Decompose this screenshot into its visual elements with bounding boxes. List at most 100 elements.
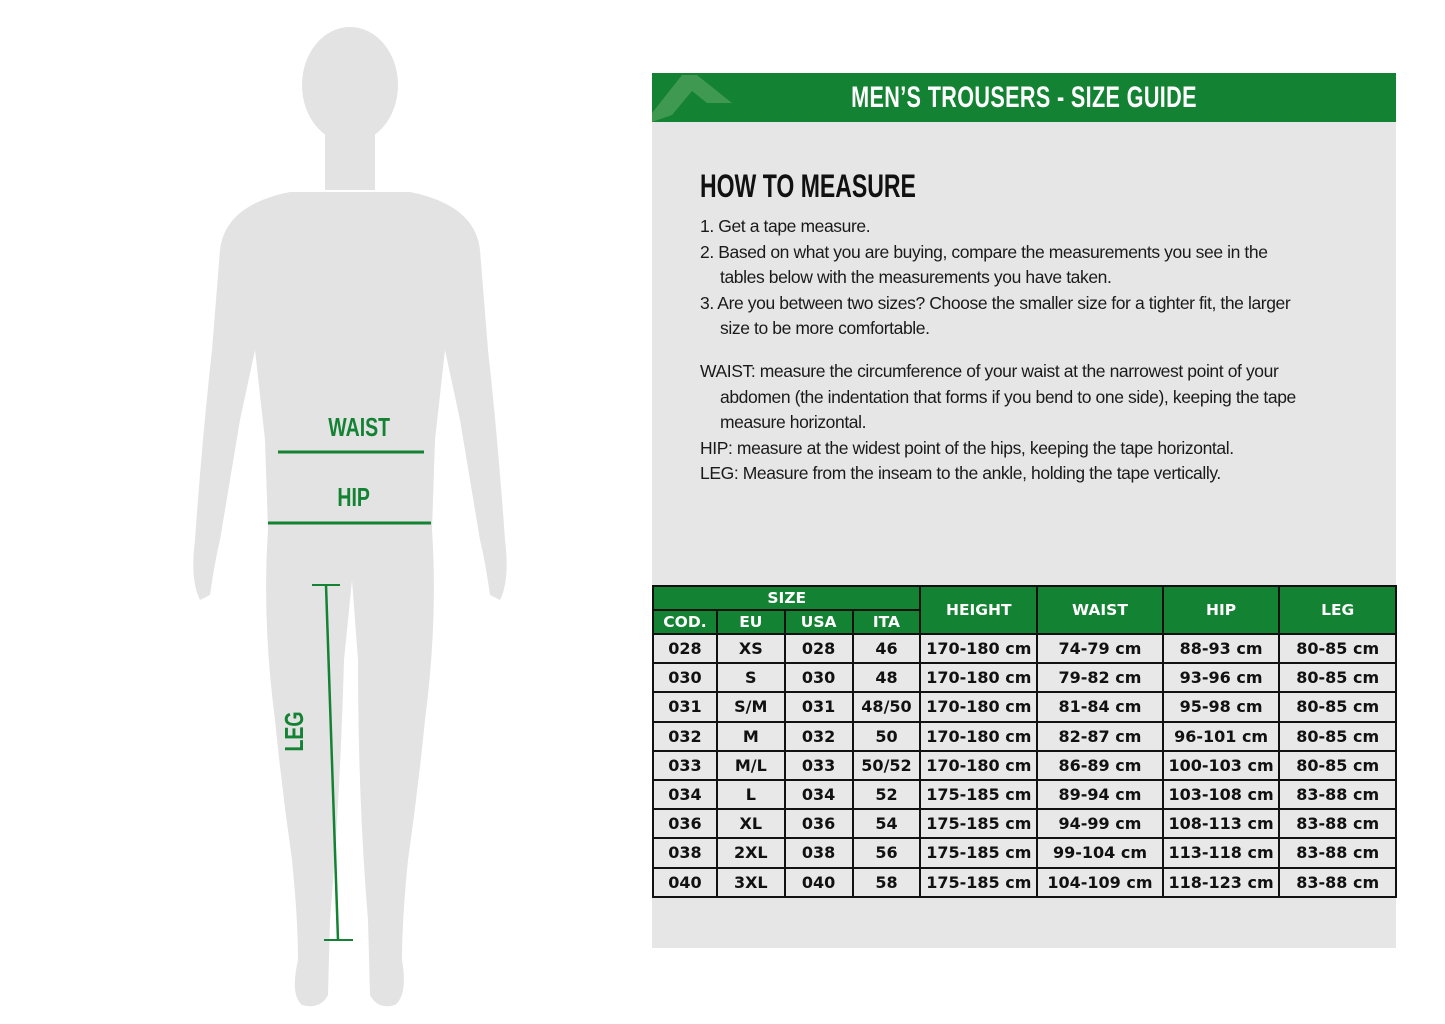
waist-definition: WAIST: measure the circumference of your… <box>700 361 1279 381</box>
table-cell: 170-180 cm <box>919 691 1039 723</box>
table-cell: 80-85 cm <box>1278 691 1397 723</box>
brand-logo-icon <box>652 75 732 122</box>
table-cell: 170-180 cm <box>919 749 1039 781</box>
measure-definitions: WAIST: measure the circumference of your… <box>700 359 1380 487</box>
header-banner: MEN’S TROUSERS - SIZE GUIDE <box>652 73 1396 122</box>
table-row: 032 M 032 50 170-180 cm 82-87 cm 96-101 cm 80-8… <box>652 720 1397 752</box>
table-cell: 86-89 cm <box>1036 749 1164 781</box>
table-cell: 83-88 cm <box>1278 837 1397 869</box>
hip-definition: HIP: measure at the widest point of the … <box>700 437 1234 458</box>
table-cell: 118-123 cm <box>1161 866 1281 898</box>
table-cell: 99-104 cm <box>1036 837 1164 869</box>
table-cell: XL <box>715 808 786 840</box>
table-cell: 175-185 cm <box>919 866 1039 898</box>
table-cell: 103-108 cm <box>1161 778 1281 811</box>
table-cell: 48/50 <box>851 691 922 723</box>
waist-label: WAIST <box>328 412 391 442</box>
table-row: 028 XS 028 46 170-180 cm 74-79 cm 88-93 cm 80-8… <box>652 632 1397 665</box>
table-cell: 96-101 cm <box>1161 720 1281 752</box>
table-cell: 032 <box>783 720 854 752</box>
table-cell: 033 <box>783 749 854 781</box>
table-row: 040 3XL 040 58 175-185 cm 104-109 cm 118-123 c… <box>652 866 1397 898</box>
table-cell: 83-88 cm <box>1278 808 1397 840</box>
table-row: 038 2XL 038 56 175-185 cm 99-104 cm 113-118 cm… <box>652 837 1397 869</box>
size-table: SIZE HEIGHT WAIST HIP LEG COD. EU USA IT… <box>651 585 1397 898</box>
table-row: 030 S 030 48 170-180 cm 79-82 cm 93-96 cm 80-85… <box>652 662 1397 694</box>
table-cell: 81-84 cm <box>1036 691 1164 723</box>
table-row: 034 L 034 52 175-185 cm 89-94 cm 103-108 cm 83-… <box>652 778 1397 811</box>
table-cell: 170-180 cm <box>919 720 1039 752</box>
header-waist: WAIST <box>1036 585 1164 635</box>
size-group-header: SIZE <box>651 585 922 611</box>
table-cell: 46 <box>851 632 922 665</box>
table-cell: 030 <box>783 662 854 694</box>
header-usa: USA <box>783 609 854 635</box>
header-cod: COD. <box>652 609 718 635</box>
table-cell: 170-180 cm <box>919 662 1039 694</box>
step-1: 1. Get a tape measure. <box>700 216 871 236</box>
page-title: MEN’S TROUSERS - SIZE GUIDE <box>851 81 1197 114</box>
table-cell: 040 <box>652 866 718 898</box>
table-cell: 94-99 cm <box>1036 808 1164 840</box>
table-cell: 030 <box>652 662 718 694</box>
table-cell: 036 <box>652 808 718 840</box>
table-cell: 80-85 cm <box>1278 749 1397 781</box>
table-cell: 89-94 cm <box>1036 778 1164 811</box>
header-height: HEIGHT <box>919 585 1039 635</box>
leg-label: LEG <box>279 711 310 752</box>
step-2-cont: tables below with the measurements you h… <box>720 267 1112 287</box>
table-cell: M/L <box>715 749 786 781</box>
table-cell: L <box>715 778 786 811</box>
table-cell: 031 <box>652 691 718 723</box>
table-cell: 80-85 cm <box>1278 662 1397 694</box>
header-hip: HIP <box>1161 585 1281 635</box>
table-cell: M <box>715 720 786 752</box>
table-cell: 80-85 cm <box>1278 632 1397 665</box>
table-cell: 74-79 cm <box>1036 632 1164 665</box>
table-cell: 80-85 cm <box>1278 720 1397 752</box>
header-leg: LEG <box>1278 585 1397 635</box>
body-silhouette-figure: WAIST HIP LEG <box>180 20 520 1020</box>
table-cell: XS <box>715 632 786 665</box>
waist-definition-cont: measure horizontal. <box>720 412 867 432</box>
body-silhouette <box>193 27 507 1007</box>
step-3-cont: size to be more comfortable. <box>720 318 930 338</box>
table-cell: 040 <box>783 866 854 898</box>
table-cell: 50 <box>851 720 922 752</box>
table-cell: 93-96 cm <box>1161 662 1281 694</box>
table-cell: S <box>715 662 786 694</box>
table-cell: 028 <box>652 632 718 665</box>
table-cell: 108-113 cm <box>1161 808 1281 840</box>
table-cell: 56 <box>851 837 922 869</box>
leg-definition: LEG: Measure from the inseam to the ankl… <box>700 463 1221 483</box>
table-cell: 170-180 cm <box>919 632 1039 665</box>
table-cell: 58 <box>851 866 922 898</box>
table-cell: 88-93 cm <box>1161 632 1281 665</box>
table-cell: 83-88 cm <box>1278 866 1397 898</box>
hip-label: HIP <box>337 482 370 512</box>
table-cell: 028 <box>783 632 854 665</box>
header-eu: EU <box>715 609 786 635</box>
step-3: 3. Are you between two sizes? Choose the… <box>700 292 1291 313</box>
table-cell: 032 <box>652 720 718 752</box>
waist-definition-cont: abdomen (the indentation that forms if y… <box>720 386 1296 407</box>
table-cell: 3XL <box>715 866 786 898</box>
table-row: 031 S/M 031 48/50 170-180 cm 81-84 cm 95-98 cm… <box>652 691 1397 723</box>
table-cell: 034 <box>783 778 854 811</box>
table-cell: 79-82 cm <box>1036 662 1164 694</box>
table-cell: 54 <box>851 808 922 840</box>
table-cell: 113-118 cm <box>1161 837 1281 869</box>
table-row: 033 M/L 033 50/52 170-180 cm 86-89 cm 100-103 … <box>652 749 1397 781</box>
table-cell: 033 <box>652 749 718 781</box>
table-cell: 83-88 cm <box>1278 778 1397 811</box>
table-row: 036 XL 036 54 175-185 cm 94-99 cm 108-113 cm 83… <box>652 808 1397 840</box>
table-cell: 50/52 <box>851 749 922 781</box>
table-cell: 52 <box>851 778 922 811</box>
header-ita: ITA <box>851 609 922 635</box>
table-cell: 100-103 cm <box>1161 749 1281 781</box>
how-to-measure-heading: HOW TO MEASURE <box>700 168 916 204</box>
table-cell: S/M <box>715 691 786 723</box>
table-cell: 038 <box>652 837 718 869</box>
table-cell: 95-98 cm <box>1161 691 1281 723</box>
table-cell: 036 <box>783 808 854 840</box>
